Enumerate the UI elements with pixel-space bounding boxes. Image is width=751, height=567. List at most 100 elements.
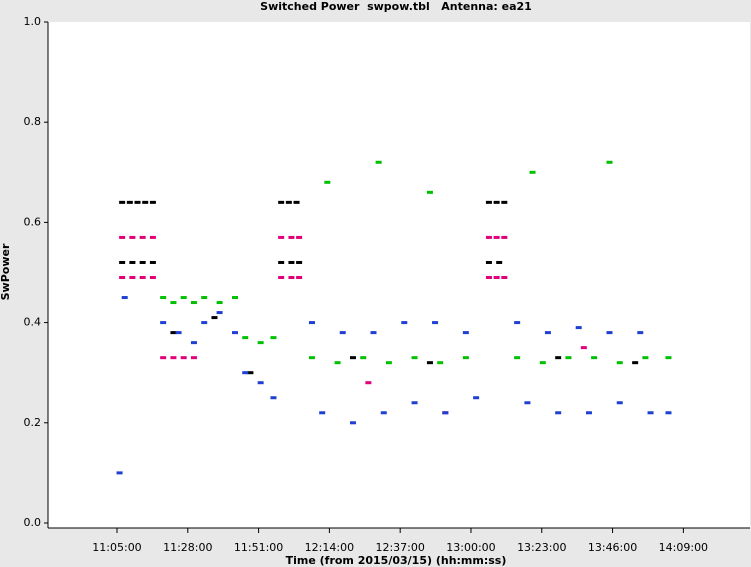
point: [142, 200, 149, 204]
point: [647, 411, 654, 415]
point: [385, 361, 392, 365]
point: [216, 301, 223, 305]
y-tick-label: 0.8: [24, 115, 42, 128]
point: [426, 361, 433, 365]
point: [375, 160, 382, 164]
x-tick-label: 11:28:00: [163, 541, 212, 554]
point: [247, 371, 254, 375]
point: [170, 331, 177, 335]
chart-title: Switched Power swpow.tbl Antenna: ea21: [260, 0, 532, 13]
point: [270, 336, 277, 340]
y-tick-label: 0.4: [24, 316, 42, 329]
point: [606, 160, 613, 164]
point: [270, 396, 277, 400]
point: [555, 411, 562, 415]
point: [334, 361, 341, 365]
point: [501, 276, 508, 280]
point: [278, 235, 285, 239]
point: [242, 336, 249, 340]
point: [485, 260, 492, 264]
point: [129, 235, 136, 239]
point: [380, 411, 387, 415]
x-tick-label: 11:51:00: [234, 541, 283, 554]
point: [616, 401, 623, 405]
point: [524, 401, 531, 405]
point: [149, 276, 156, 280]
point: [324, 180, 331, 184]
point: [493, 200, 500, 204]
point: [501, 235, 508, 239]
point: [437, 361, 444, 365]
point: [121, 296, 128, 300]
point: [426, 190, 433, 194]
point: [119, 260, 126, 264]
point: [126, 200, 133, 204]
point: [575, 326, 582, 330]
point: [119, 200, 126, 204]
point: [216, 311, 223, 315]
point: [293, 200, 300, 204]
point: [496, 260, 503, 264]
point: [170, 356, 177, 360]
point: [485, 276, 492, 280]
point: [129, 260, 136, 264]
point: [462, 331, 469, 335]
x-tick-label: 12:37:00: [375, 541, 424, 554]
point: [642, 356, 649, 360]
point: [278, 200, 285, 204]
point: [149, 235, 156, 239]
point: [591, 356, 598, 360]
point: [485, 200, 492, 204]
point: [565, 356, 572, 360]
point: [160, 321, 167, 325]
point: [242, 371, 249, 375]
point: [493, 235, 500, 239]
point: [231, 296, 238, 300]
point: [119, 235, 126, 239]
y-tick-label: 0.2: [24, 416, 42, 429]
y-tick-label: 0.0: [24, 516, 42, 529]
x-tick-label: 12:14:00: [305, 541, 354, 554]
point: [180, 356, 187, 360]
point: [149, 200, 156, 204]
point: [278, 276, 285, 280]
y-tick-label: 0.6: [24, 215, 42, 228]
point: [555, 356, 562, 360]
point: [319, 411, 326, 415]
point: [616, 361, 623, 365]
point: [119, 276, 126, 280]
point: [139, 235, 146, 239]
point: [170, 301, 177, 305]
point: [129, 276, 136, 280]
point: [349, 421, 356, 425]
point: [139, 260, 146, 264]
point: [308, 321, 315, 325]
point: [116, 471, 123, 475]
point: [160, 356, 167, 360]
point: [190, 356, 197, 360]
point: [349, 356, 356, 360]
point: [149, 260, 156, 264]
x-tick-label: 11:05:00: [92, 541, 141, 554]
x-tick-label: 13:23:00: [517, 541, 566, 554]
point: [296, 276, 303, 280]
point: [462, 356, 469, 360]
point: [190, 341, 197, 345]
point: [190, 301, 197, 305]
point: [632, 361, 639, 365]
point: [201, 321, 208, 325]
point: [278, 260, 285, 264]
point: [442, 411, 449, 415]
x-tick-label: 13:00:00: [446, 541, 495, 554]
point: [501, 200, 508, 204]
x-axis-label: Time (from 2015/03/15) (hh:mm:ss): [286, 554, 507, 567]
y-axis-label: SwPower: [0, 243, 12, 300]
point: [308, 356, 315, 360]
point: [637, 331, 644, 335]
point: [134, 200, 141, 204]
plot-area: [48, 22, 750, 528]
point: [585, 411, 592, 415]
point: [401, 321, 408, 325]
